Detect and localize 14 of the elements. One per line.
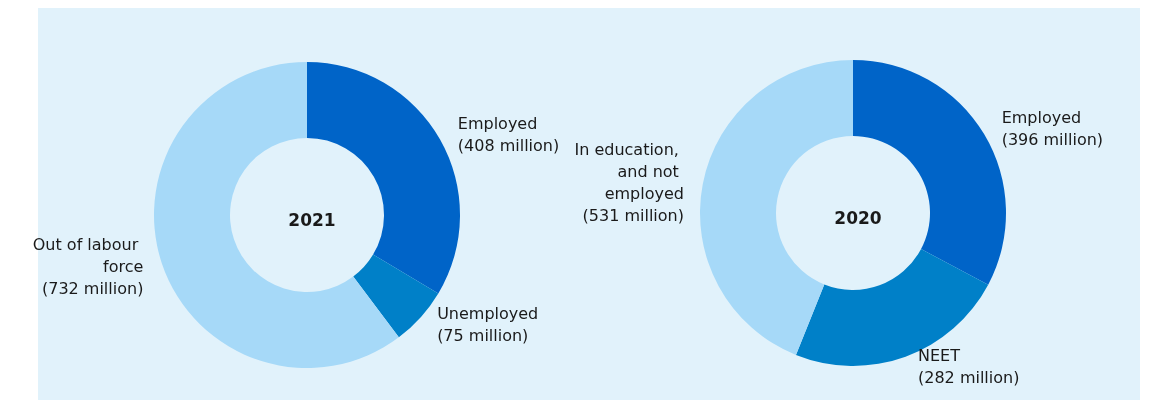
slice-label: Unemployed [437,303,539,323]
slice-label: NEET [918,345,961,365]
slice-label: Employed [1001,108,1082,128]
data-label: (531 million) [582,205,684,225]
slice-label: Out of labour force [32,235,144,277]
text: 2021 [288,210,336,230]
data-label: (75 million) [437,325,529,345]
data-label: (732 million) [41,279,144,299]
slice-label: Employed [457,114,538,134]
slice-label: In education, and not employed [574,139,684,203]
data-label: (282 million) [918,367,1020,387]
data-label: (408 million) [457,136,560,156]
text: 2020 [834,208,882,228]
data-label: (396 million) [1001,130,1104,150]
